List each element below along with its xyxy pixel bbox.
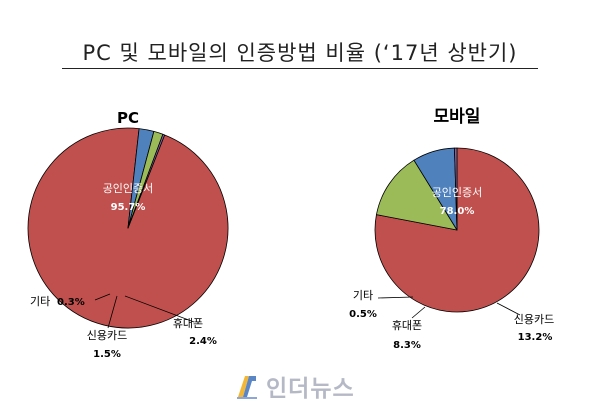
- mobile-label-credit-card-leader-line: [496, 302, 521, 316]
- pc-label-certificate-value: 95.7%: [111, 202, 146, 213]
- pc-label-credit-card-value: 1.5%: [93, 349, 121, 360]
- inthenews-logo-icon: [237, 376, 257, 399]
- page-title: PC 및 모바일의 인증방법 비율 (‘17년 상반기): [82, 41, 518, 65]
- mobile-label-other-name: 기타: [353, 289, 373, 302]
- pc-label-other-leader-line: [94, 293, 111, 301]
- pc-label-phone-name: 휴대폰: [173, 317, 203, 330]
- pc-label-certificate-name: 공인인증서: [103, 182, 154, 195]
- mobile-chart-title: 모바일: [434, 107, 481, 127]
- pc-label-phone-leader-line: [124, 295, 195, 323]
- mobile-label-phone-name: 휴대폰: [392, 319, 422, 332]
- mobile-label-phone-leader-line: [411, 306, 426, 319]
- mobile-label-certificate-name: 공인인증서: [432, 186, 483, 199]
- pc-slice-other: [127, 133, 166, 229]
- mobile-label-other-value: 0.5%: [349, 309, 377, 320]
- pc-chart-title: PC: [117, 109, 139, 127]
- title-underline: [62, 68, 538, 69]
- pc-label-credit-card-leader-line: [107, 295, 118, 329]
- mobile-label-credit-card-value: 13.2%: [518, 332, 553, 343]
- pc-label-phone-value: 2.4%: [189, 336, 217, 347]
- pc-label-credit-card-name: 신용카드: [87, 329, 127, 342]
- mobile-label-phone-value: 8.3%: [393, 340, 421, 351]
- mobile-label-credit-card-name: 신용카드: [514, 313, 554, 326]
- mobile-slice-certificate: [374, 147, 540, 313]
- pc-label-other-value: 0.3%: [57, 297, 85, 308]
- watermark-text: 인더뉴스: [266, 376, 355, 402]
- mobile-slice-other: [454, 147, 458, 231]
- mobile-label-other-leader-line: [377, 296, 414, 299]
- watermark: 인더뉴스: [234, 372, 355, 402]
- pc-label-other-name: 기타: [30, 295, 50, 308]
- mobile-slice-credit-card: [376, 159, 458, 231]
- mobile-label-certificate-value: 78.0%: [440, 206, 475, 217]
